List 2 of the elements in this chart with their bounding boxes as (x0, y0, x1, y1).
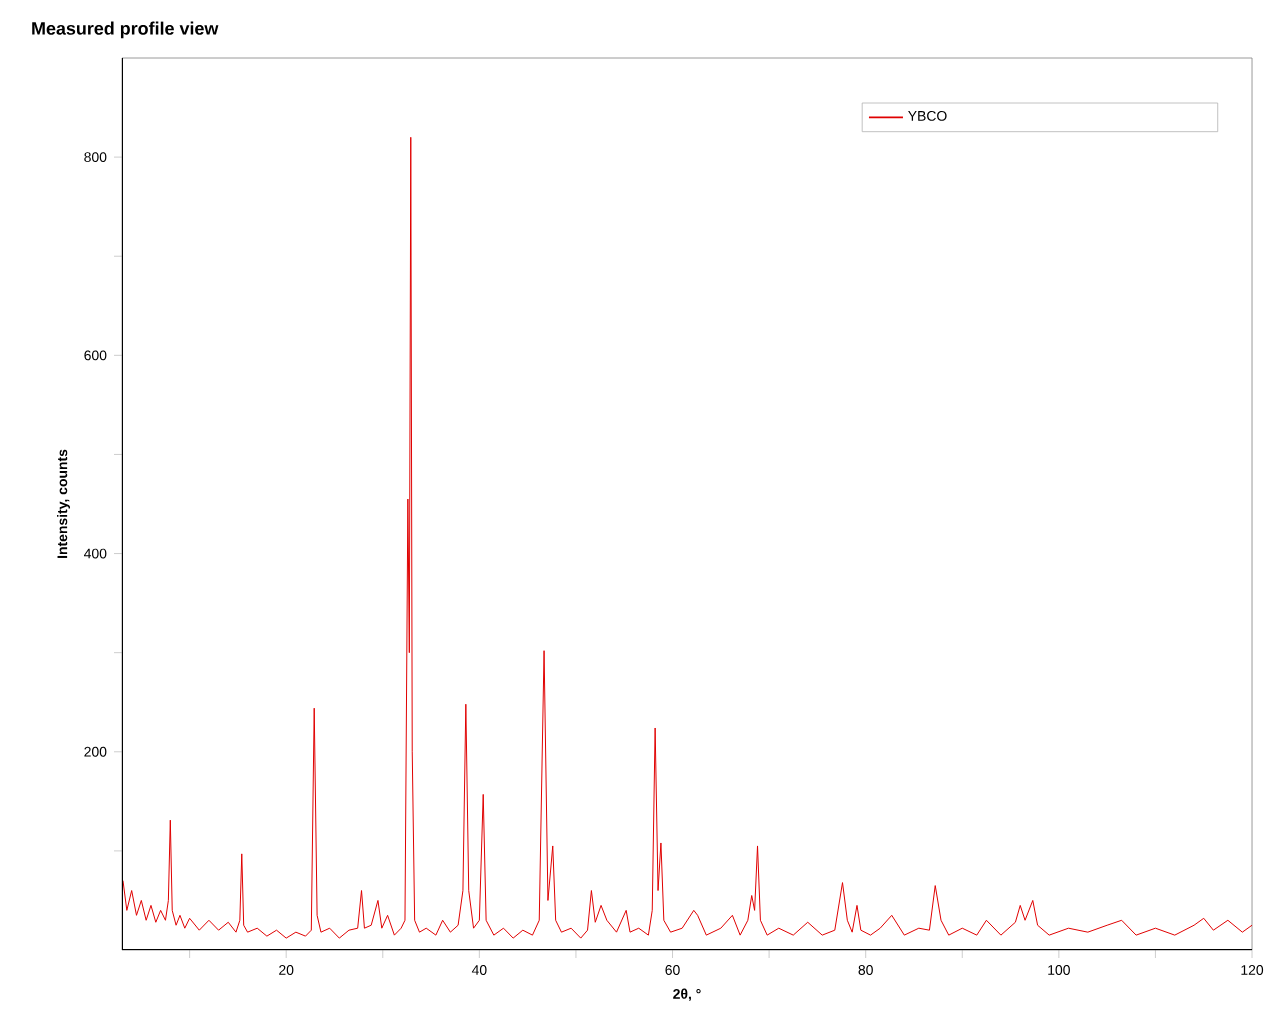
line-series (122, 136, 1253, 939)
chart-title: Measured profile view (32, 21, 219, 39)
